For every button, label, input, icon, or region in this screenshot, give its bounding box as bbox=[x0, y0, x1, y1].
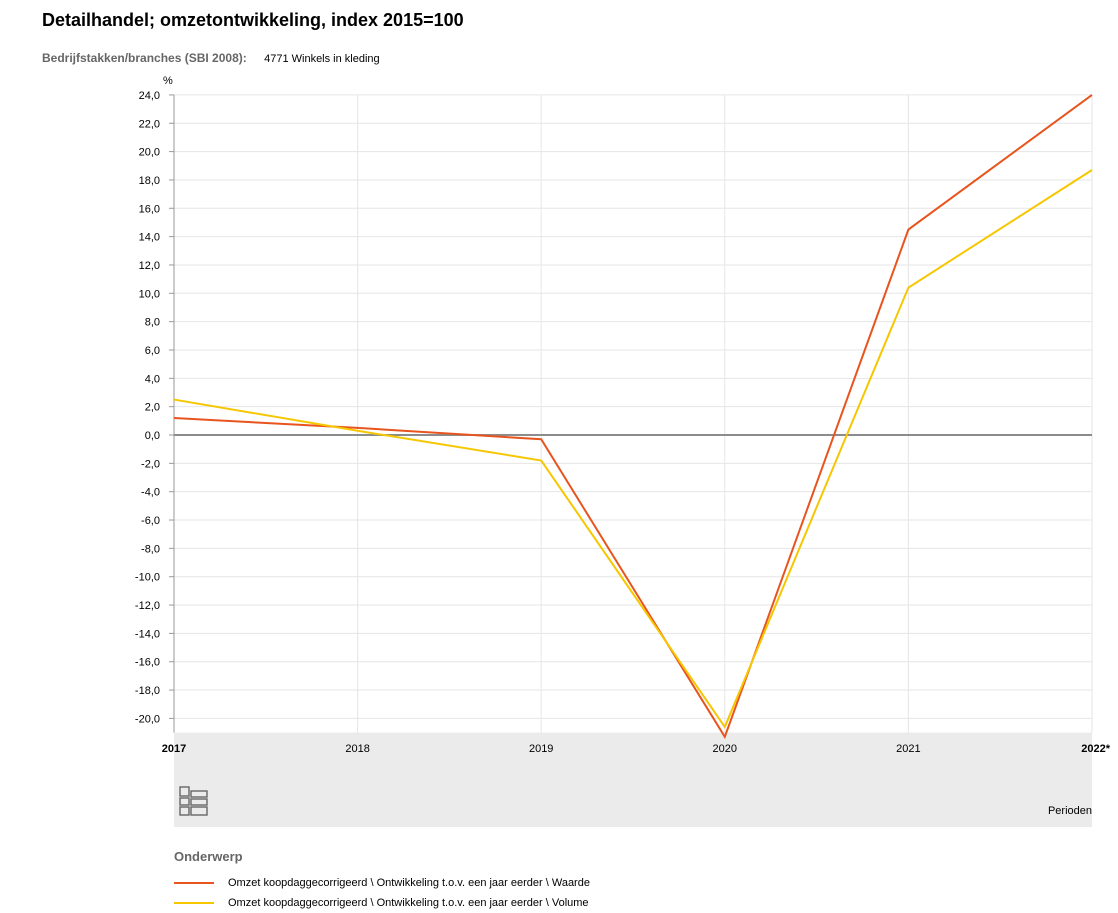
filter-row: Bedrijfstakken/branches (SBI 2008): 4771… bbox=[42, 51, 380, 65]
y-tick-label: -18,0 bbox=[135, 685, 160, 697]
legend-swatch-volume bbox=[174, 902, 214, 904]
legend-item-volume[interactable]: Omzet koopdaggecorrigeerd \ Ontwikkeling… bbox=[174, 893, 590, 913]
series-line-waarde[interactable] bbox=[173, 94, 1093, 740]
x-tick-label: 2021 bbox=[896, 743, 920, 755]
line-chart: 24,0 22,0 20,0 18,0 16,0 14,0 12,0 10,0 8,0 6,0 4,… bbox=[135, 75, 1111, 827]
filter-label: Bedrijfstakken/branches (SBI 2008): bbox=[42, 51, 247, 65]
y-tick-label: 8,0 bbox=[145, 317, 160, 329]
x-axis-title: Perioden bbox=[1048, 805, 1092, 817]
legend-item-waarde[interactable]: Omzet koopdaggecorrigeerd \ Ontwikkeling… bbox=[174, 873, 590, 893]
y-tick-label: 20,0 bbox=[139, 147, 160, 159]
chart-title: Detailhandel; omzetontwikkeling, index 2… bbox=[42, 10, 464, 30]
x-axis-band bbox=[174, 732, 1092, 827]
series-lines bbox=[173, 94, 1093, 740]
y-tick-label: -6,0 bbox=[141, 515, 160, 527]
y-tick-label: 10,0 bbox=[139, 288, 160, 300]
y-tick-label: 6,0 bbox=[145, 345, 160, 357]
legend-title: Onderwerp bbox=[174, 849, 243, 864]
y-tick-label: -20,0 bbox=[135, 713, 160, 725]
y-tick-label: 24,0 bbox=[139, 90, 160, 102]
y-tick-label: -10,0 bbox=[135, 572, 160, 584]
y-tick-label: 0,0 bbox=[145, 430, 160, 442]
y-tick-label: -12,0 bbox=[135, 600, 160, 612]
y-axis: 24,0 22,0 20,0 18,0 16,0 14,0 12,0 10,0 8,0 6,0 4,… bbox=[135, 90, 1092, 733]
x-tick-label: 2017 bbox=[162, 743, 186, 755]
y-tick-label: -8,0 bbox=[141, 543, 160, 555]
y-tick-label: 16,0 bbox=[139, 203, 160, 215]
legend: Onderwerp Omzet koopdaggecorrigeerd \ On… bbox=[174, 849, 590, 913]
y-tick-label: -16,0 bbox=[135, 657, 160, 669]
y-tick-label: 14,0 bbox=[139, 232, 160, 244]
legend-label-waarde: Omzet koopdaggecorrigeerd \ Ontwikkeling… bbox=[228, 877, 590, 889]
x-tick-label: 2020 bbox=[713, 743, 737, 755]
grid-lines bbox=[173, 94, 1093, 733]
y-tick-label: 22,0 bbox=[139, 118, 160, 130]
legend-label-volume: Omzet koopdaggecorrigeerd \ Ontwikkeling… bbox=[228, 897, 589, 909]
x-tick-label: 2019 bbox=[529, 743, 553, 755]
y-tick-label: 4,0 bbox=[145, 373, 160, 385]
y-tick-label: 18,0 bbox=[139, 175, 160, 187]
y-tick-label: -14,0 bbox=[135, 628, 160, 640]
x-tick-label: 2022* bbox=[1081, 743, 1110, 755]
filter-value[interactable]: 4771 Winkels in kleding bbox=[264, 53, 380, 65]
x-axis: 2017 2018 2019 2020 2021 2022* bbox=[162, 743, 1111, 755]
y-tick-label: -4,0 bbox=[141, 487, 160, 499]
y-tick-label: 12,0 bbox=[139, 260, 160, 272]
y-axis-unit-label: % bbox=[163, 75, 173, 87]
x-tick-label: 2018 bbox=[345, 743, 369, 755]
footer-band bbox=[174, 732, 1092, 827]
y-tick-label: -2,0 bbox=[141, 458, 160, 470]
y-tick-label: 2,0 bbox=[145, 402, 160, 414]
cbs-logo-icon bbox=[179, 786, 208, 816]
series-line-volume[interactable] bbox=[173, 169, 1093, 729]
legend-swatch-waarde bbox=[174, 882, 214, 884]
